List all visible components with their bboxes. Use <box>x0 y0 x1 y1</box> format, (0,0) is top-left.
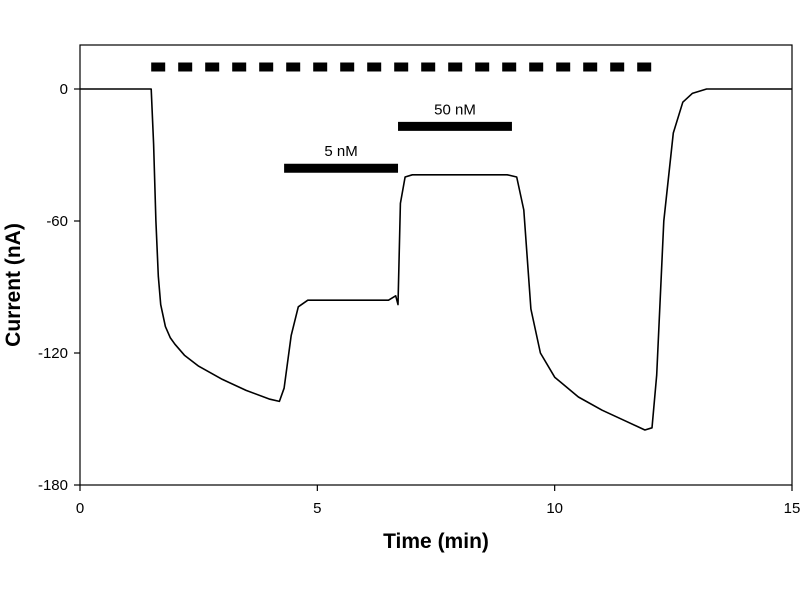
application-bar-label: 5 nM <box>324 143 357 160</box>
x-axis-title: Time (min) <box>383 530 489 553</box>
x-tick-label: 10 <box>546 500 563 517</box>
y-tick-label: 0 <box>60 81 68 98</box>
x-tick-label: 5 <box>313 500 321 517</box>
application-bar-label: 50 nM <box>434 101 476 118</box>
stimulus-bars: 5 nM 50 nM <box>151 62 655 173</box>
plot-frame <box>79 44 793 486</box>
x-tick-label: 0 <box>76 500 84 517</box>
current-trace <box>80 88 792 431</box>
y-axis-title: Current (nA) <box>2 223 25 347</box>
x-tick-label: 15 <box>784 500 800 517</box>
y-tick-label: -60 <box>46 213 68 230</box>
y-tick-label: -180 <box>38 477 68 494</box>
y-tick-label: -120 <box>38 345 68 362</box>
axis-ticks: 0 5 10 15 0 -60 -120 -180 <box>38 81 800 517</box>
